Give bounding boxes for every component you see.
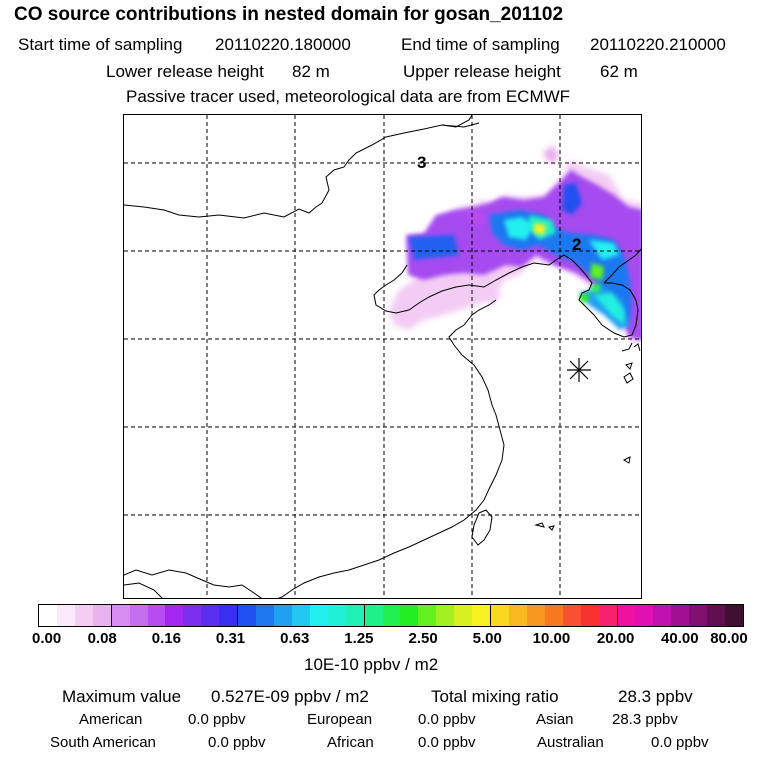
colorbar-cell bbox=[580, 605, 599, 626]
colorbar-tick-label: 0.63 bbox=[280, 630, 310, 647]
colorbar-cell bbox=[345, 605, 364, 626]
colorbar-cell bbox=[508, 605, 527, 626]
colorbar-cell bbox=[436, 605, 455, 626]
colorbar-tick-label: 1.25 bbox=[344, 630, 374, 647]
colorbar-cell bbox=[454, 605, 473, 626]
colorbar-cell bbox=[56, 605, 75, 626]
colorbar-tick-label: 0.16 bbox=[151, 630, 181, 647]
colorbar-cell bbox=[653, 605, 672, 626]
map-canvas: 3 2 bbox=[124, 115, 641, 598]
region-australian-value: 0.0 ppbv bbox=[651, 734, 709, 751]
colorbar-cell bbox=[635, 605, 654, 626]
colorbar-cell bbox=[273, 605, 292, 626]
colorbar-tick-label: 20.00 bbox=[596, 630, 635, 647]
max-value: 0.527E-09 ppbv / m2 bbox=[211, 687, 369, 706]
colorbar-cell bbox=[165, 605, 184, 626]
colorbar-cell bbox=[327, 605, 346, 626]
lower-release-label: Lower release height bbox=[106, 62, 264, 81]
start-time-value: 20110220.180000 bbox=[215, 35, 351, 54]
region-south-american-label: South American bbox=[50, 734, 156, 751]
colorbar-cell bbox=[472, 605, 491, 626]
plume-blue bbox=[409, 183, 632, 330]
colorbar-tick-label: 0.08 bbox=[87, 630, 117, 647]
region-asian-label: Asian bbox=[536, 711, 574, 728]
colorbar-cell bbox=[201, 605, 220, 626]
end-time-value: 20110220.210000 bbox=[590, 35, 726, 54]
colorbar-cell bbox=[616, 605, 636, 626]
colorbar-cell bbox=[526, 605, 545, 626]
colorbar-cell bbox=[562, 605, 581, 626]
colorbar-cell bbox=[309, 605, 328, 626]
region-asian-value: 28.3 ppbv bbox=[612, 711, 678, 728]
upper-release-label: Upper release height bbox=[403, 62, 561, 81]
plume-purple bbox=[406, 170, 641, 340]
tracer-note: Passive tracer used, meteorological data… bbox=[126, 87, 571, 106]
start-time-label: Start time of sampling bbox=[18, 35, 183, 54]
colorbar-cell bbox=[219, 605, 238, 626]
colorbar-cell bbox=[382, 605, 401, 626]
region-american-label: American bbox=[79, 711, 143, 728]
colorbar-cell bbox=[418, 605, 437, 626]
colorbar bbox=[38, 604, 744, 627]
plot-title: CO source contributions in nested domain… bbox=[14, 4, 564, 25]
colorbar-unit: 10E-10 ppbv / m2 bbox=[304, 655, 439, 674]
colorbar-cell bbox=[490, 605, 509, 626]
end-time-label: End time of sampling bbox=[401, 35, 560, 54]
lower-release-value: 82 m bbox=[292, 62, 330, 81]
lat-lon-grid bbox=[124, 115, 641, 598]
colorbar-cell bbox=[147, 605, 166, 626]
region-south-american-value: 0.0 ppbv bbox=[208, 734, 266, 751]
total-mixing-label: Total mixing ratio bbox=[431, 687, 559, 706]
colorbar-tick-label: 40.00 bbox=[661, 630, 699, 647]
colorbar-cell bbox=[689, 605, 708, 626]
colorbar-tick-label: 2.50 bbox=[408, 630, 438, 647]
colorbar-cell bbox=[110, 605, 130, 626]
region-australian-label: Australian bbox=[537, 734, 604, 751]
colorbar-cell bbox=[725, 605, 743, 626]
region-american-value: 0.0 ppbv bbox=[188, 711, 246, 728]
colorbar-cell bbox=[74, 605, 93, 626]
max-value-label: Maximum value bbox=[62, 687, 182, 706]
region-european-label: European bbox=[307, 711, 373, 728]
colorbar-tick-label: 5.00 bbox=[472, 630, 502, 647]
colorbar-cell bbox=[237, 605, 257, 626]
region-label-2: 2 bbox=[572, 235, 581, 254]
total-mixing-value: 28.3 ppbv bbox=[618, 687, 693, 706]
concentration-map: 3 2 bbox=[123, 114, 642, 599]
colorbar-tick-label: 80.00 bbox=[710, 630, 748, 647]
colorbar-tick-label: 0.31 bbox=[215, 630, 246, 647]
colorbar-cell bbox=[92, 605, 111, 626]
coastlines bbox=[124, 115, 641, 598]
region-african-label: African bbox=[327, 734, 374, 751]
colorbar-cell bbox=[707, 605, 726, 626]
colorbar-tick-label: 10.00 bbox=[532, 630, 571, 647]
colorbar-cell bbox=[544, 605, 563, 626]
colorbar-cell bbox=[256, 605, 274, 626]
colorbar-cell bbox=[129, 605, 148, 626]
colorbar-cell bbox=[183, 605, 202, 626]
region-european-value: 0.0 ppbv bbox=[418, 711, 476, 728]
receptor-star-icon bbox=[567, 358, 591, 382]
region-african-value: 0.0 ppbv bbox=[418, 734, 476, 751]
colorbar-cell bbox=[400, 605, 419, 626]
region-label-3: 3 bbox=[417, 153, 426, 172]
colorbar-cell bbox=[671, 605, 690, 626]
colorbar-cell bbox=[39, 605, 57, 626]
colorbar-tick-label: 0.00 bbox=[32, 630, 62, 647]
colorbar-cell bbox=[363, 605, 383, 626]
plume-core bbox=[534, 223, 604, 303]
colorbar-cell bbox=[291, 605, 310, 626]
colorbar-cell bbox=[598, 605, 617, 626]
upper-release-value: 62 m bbox=[600, 62, 638, 81]
